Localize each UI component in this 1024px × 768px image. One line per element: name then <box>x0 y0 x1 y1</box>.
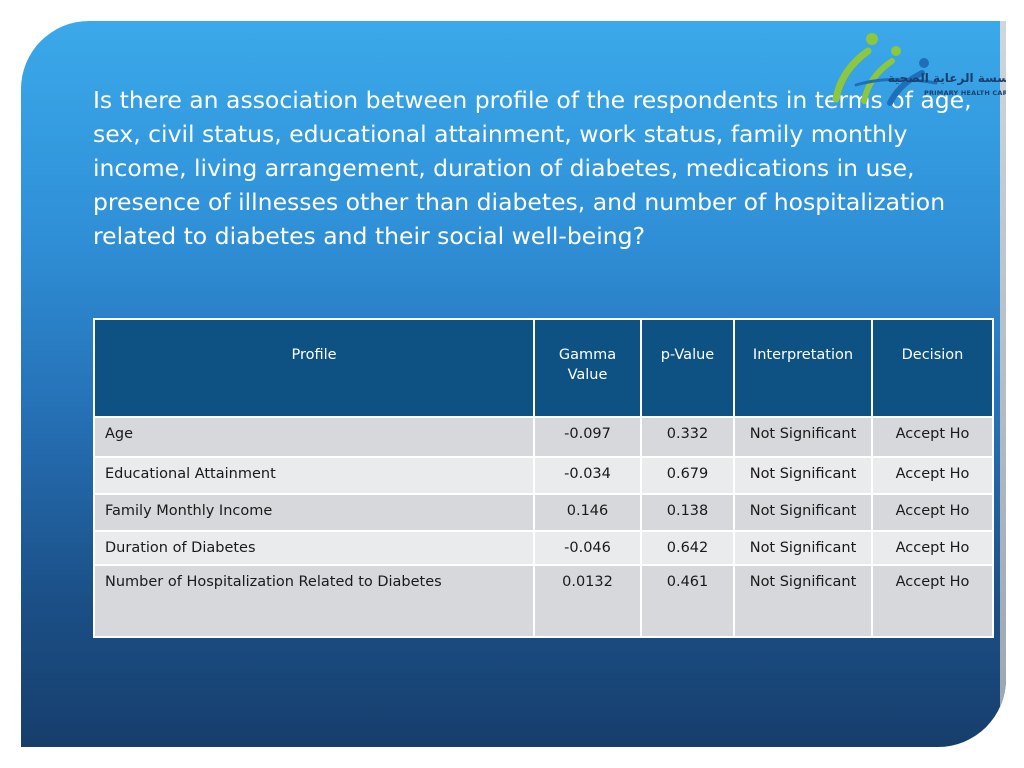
header-p-value: p-Value <box>640 318 735 418</box>
cell-profile: Educational Attainment <box>93 456 535 495</box>
cell-p-value: 0.679 <box>640 456 735 495</box>
cell-profile: Family Monthly Income <box>93 493 535 532</box>
cell-decision: Accept Ho <box>871 530 994 566</box>
slide-edge-strip <box>1000 21 1006 747</box>
table-row: Family Monthly Income 0.146 0.138 Not Si… <box>93 493 994 532</box>
cell-interpretation: Not Significant <box>733 564 873 638</box>
logo-figures-icon <box>832 33 938 106</box>
table-row: Number of Hospitalization Related to Dia… <box>93 564 994 638</box>
cell-gamma: -0.034 <box>533 456 642 495</box>
slide-question: Is there an association between profile … <box>93 86 972 250</box>
cell-profile: Number of Hospitalization Related to Dia… <box>93 564 535 638</box>
cell-gamma: 0.146 <box>533 493 642 532</box>
cell-gamma: -0.046 <box>533 530 642 566</box>
table-row: Duration of Diabetes -0.046 0.642 Not Si… <box>93 530 994 566</box>
cell-decision: Accept Ho <box>871 456 994 495</box>
cell-interpretation: Not Significant <box>733 456 873 495</box>
table-row: Age -0.097 0.332 Not Significant Accept … <box>93 416 994 458</box>
cell-decision: Accept Ho <box>871 493 994 532</box>
cell-decision: Accept Ho <box>871 564 994 638</box>
logo-arabic-text: مؤسسة الرعاية الصحية <box>887 71 1006 85</box>
logo-english-text: PRIMARY HEALTH CARE CORPORATION <box>924 89 1006 97</box>
header-gamma-value: Gamma Value <box>533 318 642 418</box>
cell-gamma: -0.097 <box>533 416 642 458</box>
header-decision: Decision <box>871 318 994 418</box>
cell-profile: Age <box>93 416 535 458</box>
cell-p-value: 0.642 <box>640 530 735 566</box>
cell-gamma: 0.0132 <box>533 564 642 638</box>
cell-interpretation: Not Significant <box>733 530 873 566</box>
cell-profile: Duration of Diabetes <box>93 530 535 566</box>
cell-interpretation: Not Significant <box>733 416 873 458</box>
results-table: Profile Gamma Value p-Value Interpretati… <box>93 318 994 638</box>
cell-p-value: 0.332 <box>640 416 735 458</box>
table-header-row: Profile Gamma Value p-Value Interpretati… <box>93 318 994 418</box>
cell-decision: Accept Ho <box>871 416 994 458</box>
header-profile: Profile <box>93 318 535 418</box>
slide-background: Is there an association between profile … <box>21 21 1006 747</box>
table-row: Educational Attainment -0.034 0.679 Not … <box>93 456 994 495</box>
phcc-logo: مؤسسة الرعاية الصحية PRIMARY HEALTH CARE… <box>806 21 1006 121</box>
cell-interpretation: Not Significant <box>733 493 873 532</box>
cell-p-value: 0.461 <box>640 564 735 638</box>
header-interpretation: Interpretation <box>733 318 873 418</box>
cell-p-value: 0.138 <box>640 493 735 532</box>
